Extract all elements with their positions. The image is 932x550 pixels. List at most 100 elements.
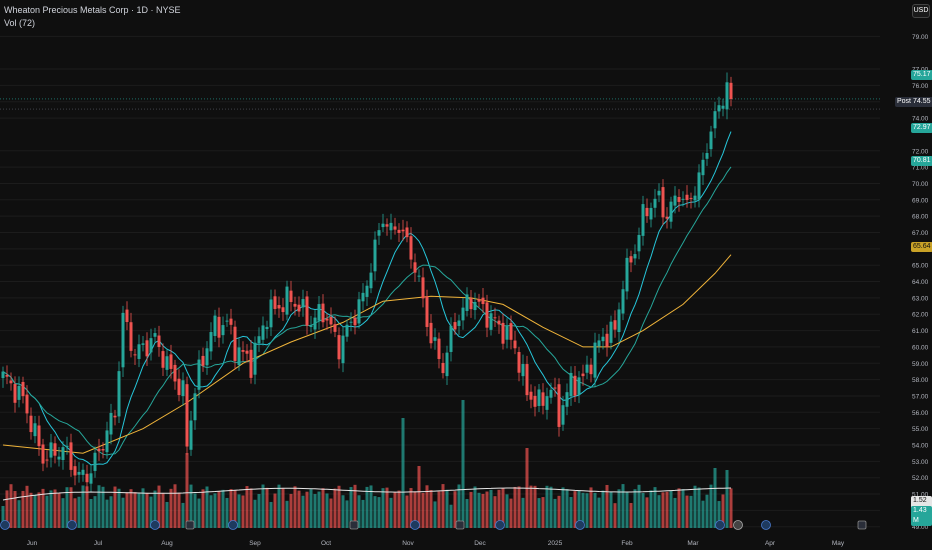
earnings-marker [349,520,359,530]
volume-bar [565,489,569,528]
candle-body [473,302,477,311]
dividend-marker [228,520,238,530]
volume-bar [269,501,273,528]
marker-box [185,520,195,530]
volume-bar [373,496,377,528]
candle-body [453,322,457,330]
volume-bar [349,487,353,528]
time-tick-label: Nov [402,540,414,547]
volume-bar [725,470,729,528]
candle-body [521,364,525,377]
volume-bar [397,490,401,528]
marker-circle [715,520,725,530]
candle-body [397,229,401,233]
volume-bar [245,486,249,528]
candle-body [61,447,65,460]
volume-bar [297,490,301,528]
volume-bar [461,400,465,528]
volume-bar [337,485,341,528]
price-tick-label: 59.00 [912,361,929,368]
volume-bar [653,487,657,528]
volume-bar [189,484,193,528]
volume-moving-average [2,487,732,501]
ma20-line [2,166,732,456]
candle-body [573,375,577,396]
candle-body [85,473,89,483]
volume-legend: Vol (72) [4,18,36,28]
volume-bar [353,484,357,528]
volume-bar [605,484,609,528]
candle-body [661,187,665,218]
candle-body [549,389,553,398]
currency-button[interactable]: USD [912,4,930,18]
volume-bar [69,487,73,528]
volume-bar [17,500,21,528]
candle-body [221,325,225,336]
time-tick-label: Aug [161,540,173,547]
event-markers[interactable] [0,520,867,530]
candle-body [65,445,69,448]
volume-bar [213,493,217,528]
volume-bar [137,493,141,528]
time-axis[interactable]: Jun Jul Aug Sep Oct Nov Dec 2025 Feb Mar Apr May [27,540,845,547]
candle-body [701,159,705,176]
volume-bar [505,494,509,528]
candle-body [69,442,73,470]
volume-bar [449,504,453,528]
price-tick-label: 76.00 [912,83,929,90]
candle-body [665,216,669,219]
volume-bar [225,497,229,528]
candle-body [725,82,729,110]
last-price-badge: 75.17 [911,70,932,80]
candle-body [593,342,597,378]
candle-body [29,415,33,433]
price-tick-label: 67.00 [912,230,929,237]
chart-legend: Wheaton Precious Metals Corp · 1D · NYSE… [4,4,181,30]
time-tick-label: Oct [321,540,331,547]
volume-bar [385,487,389,528]
candle-body [477,299,481,302]
candle-body [317,304,321,321]
candle-body [649,207,653,220]
candle-body [405,227,409,238]
candle-body [541,392,545,406]
time-tick-label: Apr [765,540,776,547]
volume-bar [457,484,461,528]
price-tick-label: 56.00 [912,410,929,417]
volume-bar [53,489,57,528]
candle-body [713,111,717,129]
candle-body [133,354,137,356]
price-tick-label: 52.00 [912,475,929,482]
candle-body [361,292,365,302]
price-axis[interactable]: 79.0077.0076.0075.0074.0072.0071.0070.00… [912,34,929,531]
time-tick-label: Feb [621,540,633,547]
symbol-title[interactable]: Wheaton Precious Metals Corp · 1D · NYSE [4,5,181,15]
volume-bar [201,489,205,528]
marker-box [349,520,359,530]
candle-body [393,226,397,230]
candle-body [193,393,197,421]
volume-bar [281,488,285,528]
candle-body [601,336,605,342]
candle-body [177,378,181,396]
volume-bar [533,485,537,528]
volume-bar [173,484,177,528]
volume-bar [105,499,109,528]
candle-body [445,352,449,377]
volume-bar [113,486,117,528]
candlestick-series [1,72,733,493]
volume-bar [393,492,397,528]
candle-body [169,354,173,369]
candle-body [9,380,13,384]
time-tick-label: May [832,540,845,547]
volume-bar [541,497,545,528]
volume-bar [517,486,521,528]
candle-body [613,320,617,330]
dividend-marker [410,520,420,530]
dividend-marker [150,520,160,530]
volume-bar [665,491,669,528]
volume-bar [669,490,673,528]
candle-body [281,307,285,313]
price-tick-label: 49.00 [912,524,929,531]
